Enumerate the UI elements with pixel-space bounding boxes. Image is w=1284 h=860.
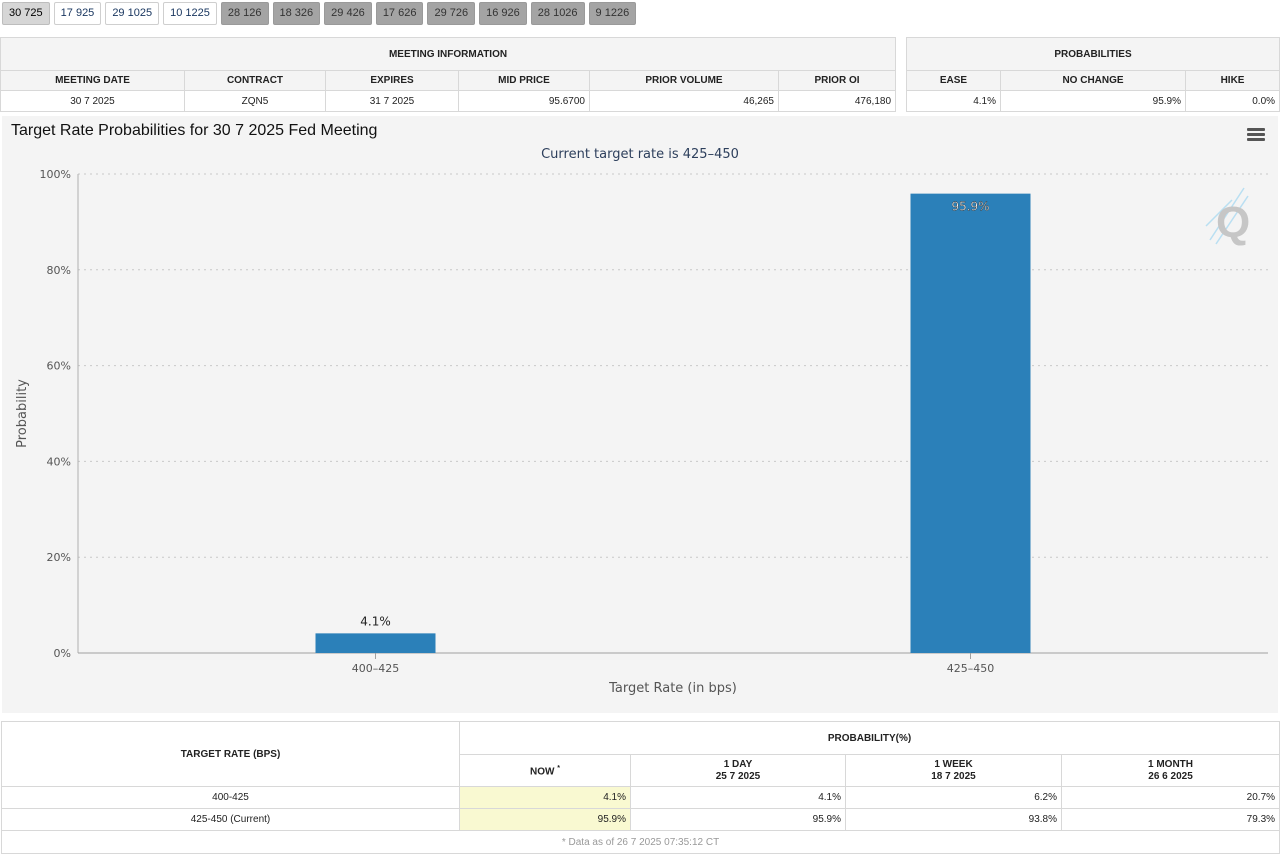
meeting-information-table: MEETING INFORMATION MEETING DATE CONTRAC…: [0, 37, 897, 112]
column-header: EASE: [906, 70, 1001, 91]
x-axis-title: Target Rate (in bps): [608, 681, 737, 696]
one-week-header: 1 WEEK 18 7 2025: [845, 754, 1062, 787]
hike-value: 0.0%: [1184, 90, 1281, 112]
meeting-tabs: 30 725 17 925 29 1025 10 1225 28 126 18 …: [2, 2, 640, 25]
column-header: PRIOR VOLUME: [589, 70, 779, 91]
meeting-tab[interactable]: 29 726: [427, 2, 476, 25]
x-tick-label: 425–450: [947, 662, 995, 675]
target-rate-header: TARGET RATE (BPS): [1, 721, 460, 787]
meeting-tab[interactable]: 16 926: [479, 2, 527, 25]
meeting-tab[interactable]: 29 426: [324, 2, 372, 25]
one-day-header: 1 DAY 25 7 2025: [630, 754, 846, 787]
one-month-prob-cell: 20.7%: [1060, 786, 1281, 809]
column-header: MID PRICE: [458, 70, 590, 91]
ease-value: 4.1%: [906, 90, 1001, 112]
now-header: NOW *: [459, 754, 631, 787]
no-change-value: 95.9%: [1000, 90, 1186, 112]
one-week-prob-cell: 93.8%: [845, 808, 1062, 831]
y-tick-label: 0%: [54, 647, 71, 660]
y-tick-label: 40%: [47, 455, 71, 468]
one-day-prob-cell: 95.9%: [630, 808, 846, 831]
column-header: MEETING DATE: [0, 70, 185, 91]
one-month-prob-cell: 79.3%: [1060, 808, 1281, 831]
target-rate-probability-table: TARGET RATE (BPS) PROBABILITY(%) NOW * 1…: [0, 721, 1281, 854]
y-tick-label: 60%: [47, 360, 71, 373]
mid-price-value: 95.6700: [458, 90, 590, 112]
column-header: EXPIRES: [325, 70, 459, 91]
now-prob-cell: 4.1%: [459, 786, 631, 809]
x-tick-label: 400–425: [352, 662, 400, 675]
y-tick-label: 20%: [47, 551, 71, 564]
meeting-tab[interactable]: 28 126: [220, 2, 269, 25]
target-rate-cell: 425-450 (Current): [1, 808, 460, 831]
table-row: 425-450 (Current) 95.9% 95.9% 93.8% 79.3…: [1, 808, 1281, 831]
bar: [910, 193, 1031, 653]
meeting-tab[interactable]: 29 1025: [105, 2, 160, 25]
column-header: PRIOR OI: [777, 70, 897, 91]
meeting-information-title: MEETING INFORMATION: [0, 37, 897, 71]
probabilities-table: PROBABILITIES EASE NO CHANGE HIKE 4.1% 9…: [905, 37, 1281, 112]
contract-value: ZQN5: [184, 90, 326, 112]
meeting-tab[interactable]: 18 326: [272, 2, 321, 25]
probability-header: PROBABILITY(%): [458, 721, 1281, 755]
data-timestamp-note: * Data as of 26 7 2025 07:35:12 CT: [0, 830, 1281, 854]
quikstrike-logo-icon: Q: [1205, 187, 1250, 247]
one-month-header: 1 MONTH 26 6 2025: [1060, 754, 1281, 787]
prior-oi-value: 476,180: [777, 90, 897, 112]
y-tick-label: 80%: [47, 264, 71, 277]
one-week-prob-cell: 6.2%: [845, 786, 1062, 809]
meeting-tab[interactable]: 17 925: [53, 2, 102, 25]
bar-chart: 0% 20% 40% 60% 80% 100% 400–425 4.1% 425–450 95.9…: [15, 168, 1268, 696]
meeting-tab[interactable]: 17 626: [375, 2, 424, 25]
target-rate-cell: 400-425: [1, 786, 460, 809]
column-header: NO CHANGE: [1000, 70, 1186, 91]
svg-text:Q: Q: [1216, 198, 1250, 247]
meeting-tab[interactable]: 30 725: [2, 2, 50, 25]
y-axis-title: Probability: [15, 379, 30, 448]
data-label: 95.9%: [951, 200, 989, 214]
chart-panel: 0% 20% 40% 60% 80% 100% 400–425 4.1% 425–450 95.9…: [2, 116, 1278, 713]
column-header: HIKE: [1184, 70, 1281, 91]
meeting-tab[interactable]: 28 1026: [530, 2, 585, 25]
bar: [315, 633, 436, 653]
column-header: CONTRACT: [184, 70, 326, 91]
table-row: 400-425 4.1% 4.1% 6.2% 20.7%: [1, 786, 1281, 809]
hamburger-menu-icon[interactable]: [1247, 128, 1265, 142]
now-prob-cell: 95.9%: [459, 808, 631, 831]
meeting-tab[interactable]: 9 1226: [588, 2, 637, 25]
expires-value: 31 7 2025: [325, 90, 459, 112]
meeting-tab[interactable]: 10 1225: [163, 2, 217, 25]
y-tick-label: 100%: [40, 168, 71, 181]
one-day-prob-cell: 4.1%: [630, 786, 846, 809]
probabilities-title: PROBABILITIES: [905, 37, 1281, 71]
prior-volume-value: 46,265: [589, 90, 779, 112]
data-label: 4.1%: [360, 614, 391, 628]
meeting-date-value: 30 7 2025: [0, 90, 185, 112]
chart-title: Target Rate Probabilities for 30 7 2025 …: [11, 122, 378, 139]
chart-subtitle: Current target rate is 425–450: [541, 147, 739, 162]
